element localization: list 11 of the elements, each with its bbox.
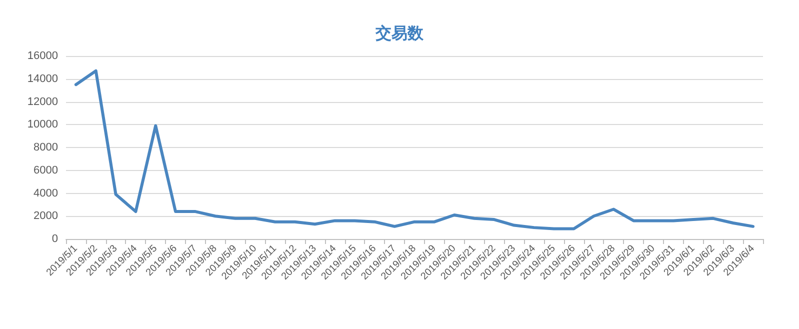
y-tick-label: 4000 xyxy=(34,187,58,200)
y-tick-label: 12000 xyxy=(27,96,58,108)
y-tick-label: 10000 xyxy=(27,118,58,131)
y-tick-label: 2000 xyxy=(34,210,58,222)
y-tick-label: 0 xyxy=(52,233,58,245)
line-series xyxy=(74,69,755,230)
chart-title: 交易数 xyxy=(374,24,424,42)
y-tick-label: 6000 xyxy=(34,164,58,176)
y-tick-label: 14000 xyxy=(27,72,58,85)
y-tick-label: 16000 xyxy=(27,50,58,62)
y-tick-label: 8000 xyxy=(34,142,58,154)
